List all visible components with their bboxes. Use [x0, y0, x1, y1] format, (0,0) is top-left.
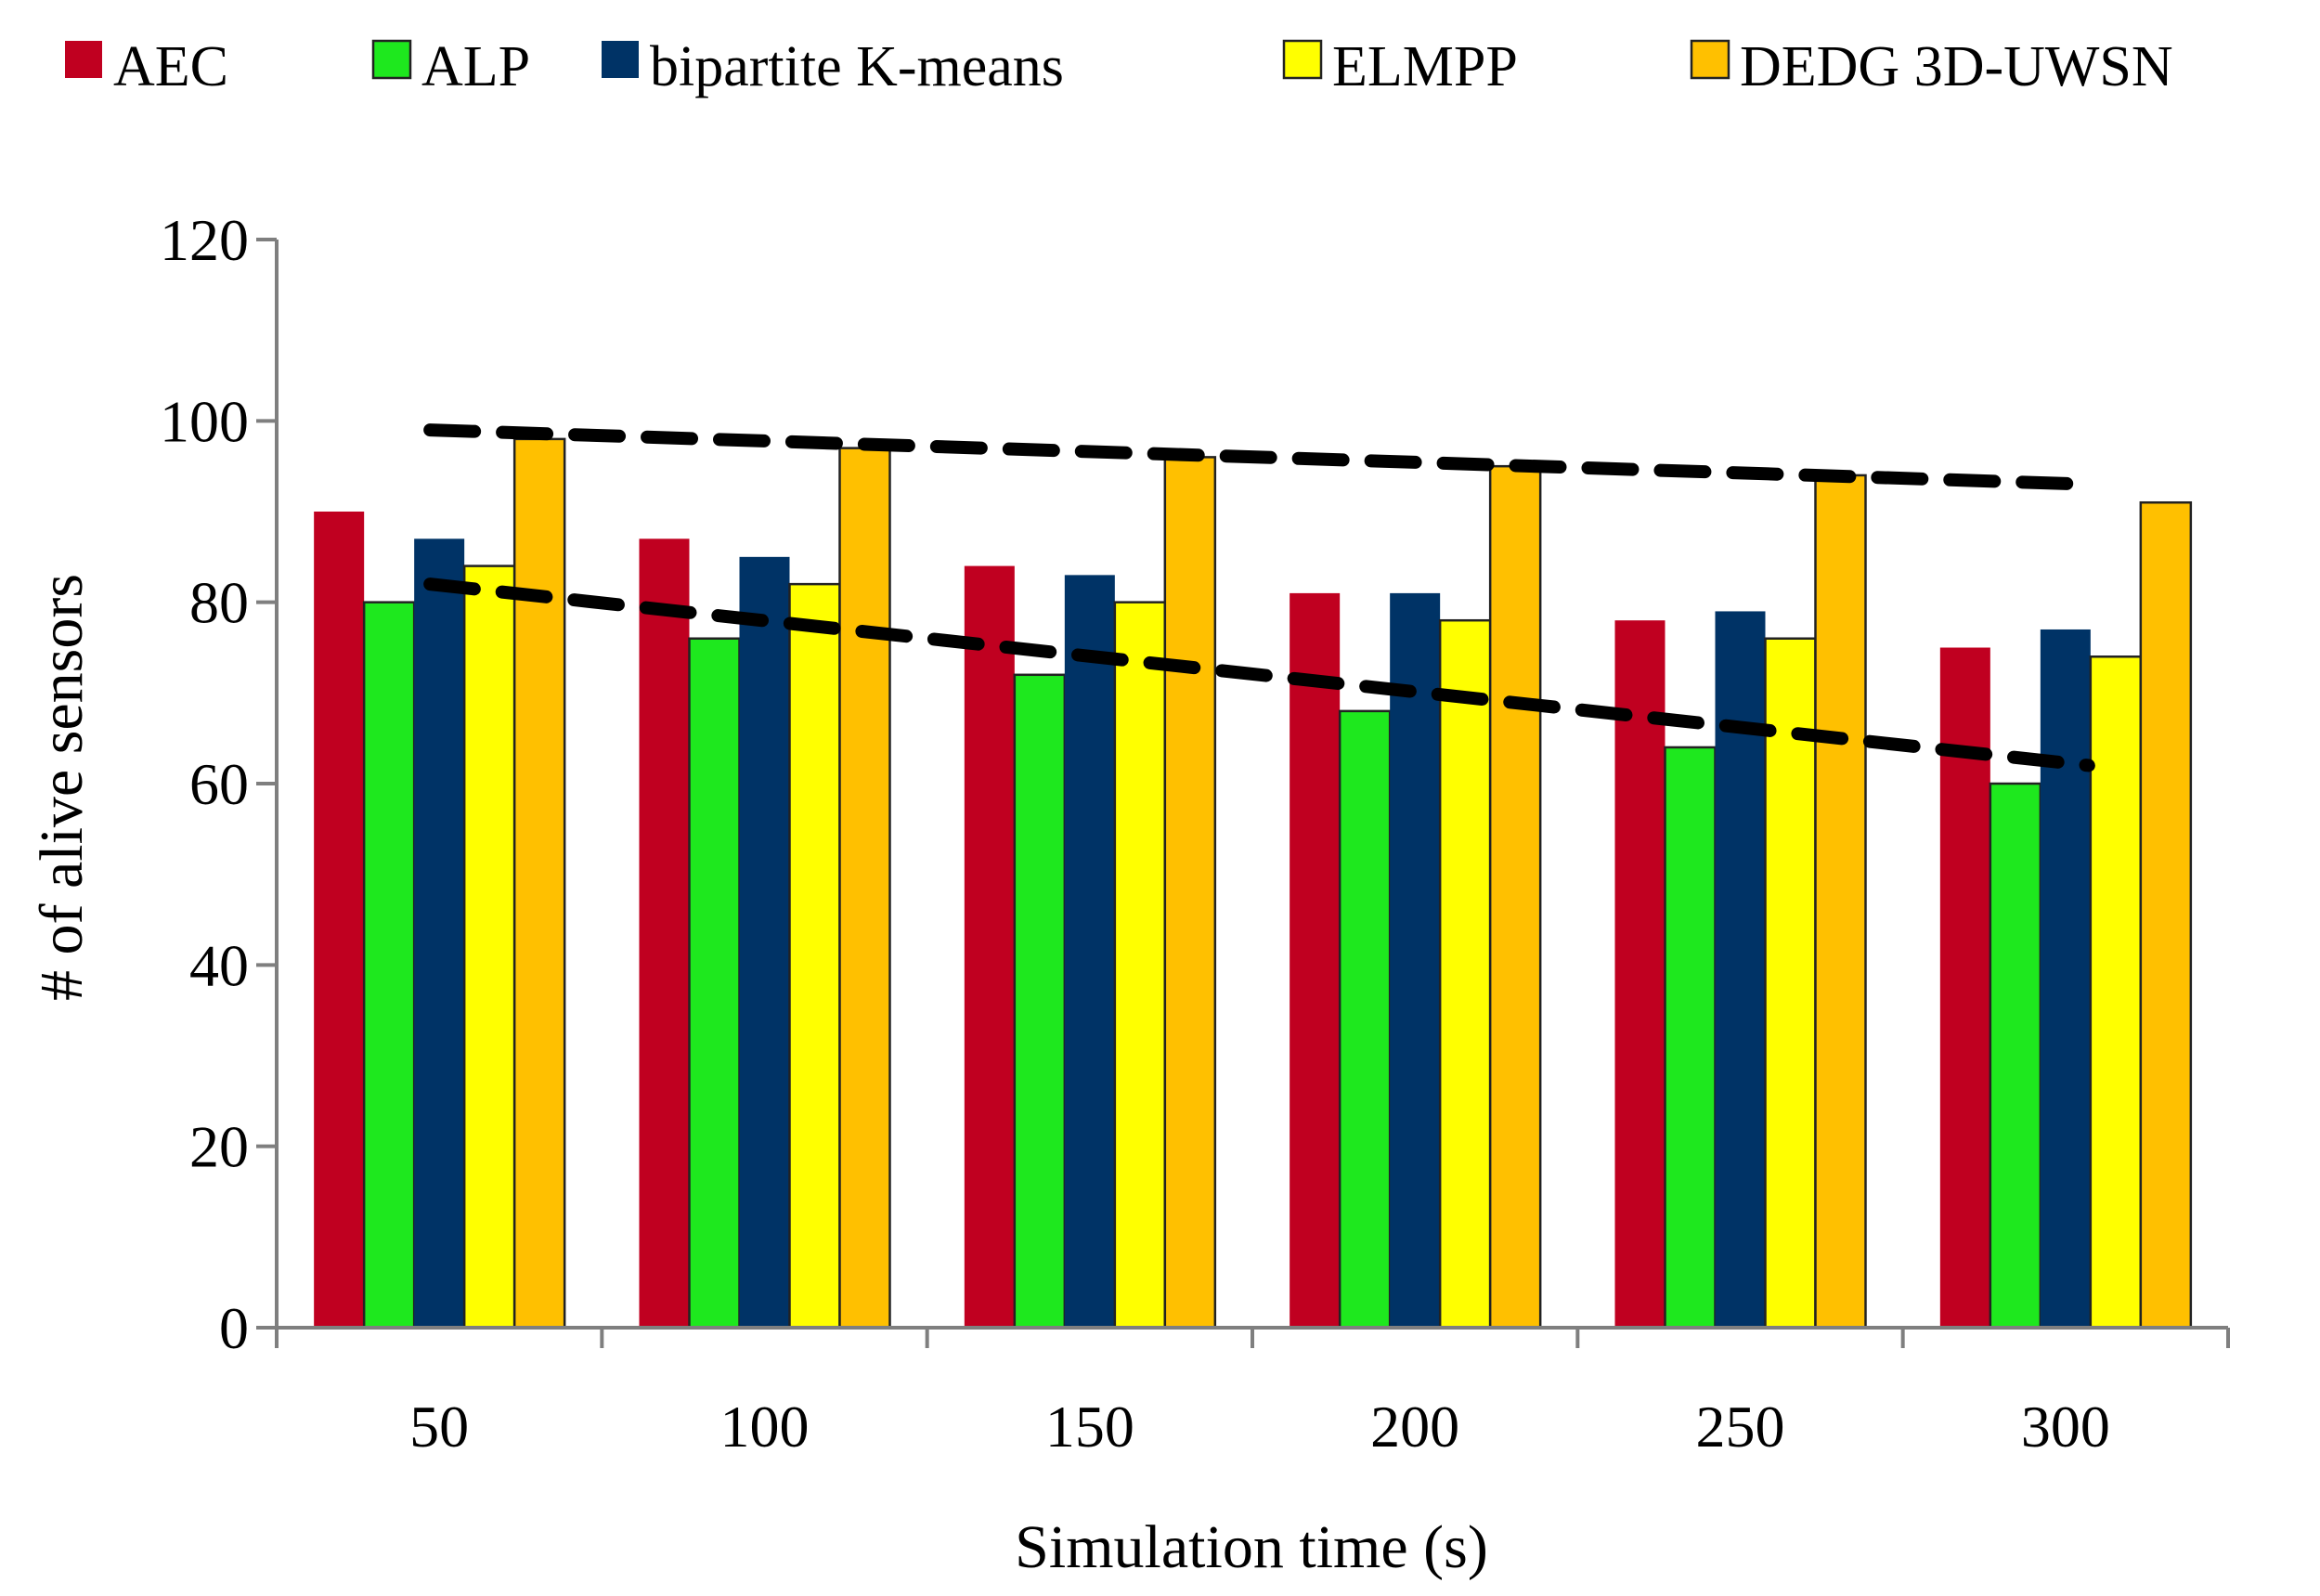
trend-lines	[423, 423, 2095, 772]
tick-labels: 0 20 40 60 80 100 120 50 100 150 200 250 300	[160, 207, 2110, 1460]
trend-line-lower	[423, 577, 2095, 772]
bars	[314, 437, 2193, 1330]
bar-dedg-3d-uwsn-200	[1488, 464, 1542, 1330]
bar-alp-250	[1664, 746, 1717, 1330]
x-tick-label-250: 250	[1696, 1394, 1785, 1460]
bar-aec-250	[1614, 620, 1665, 1328]
bar-bipartite-k-means-300	[2040, 629, 2091, 1328]
legend-label-aec: AEC	[113, 35, 228, 98]
legend-label-dedg-3d-uwsn: DEDG 3D-UWSN	[1740, 35, 2173, 98]
y-tick-label-0: 0	[219, 1295, 249, 1361]
bar-alp-150	[1013, 673, 1067, 1330]
y-tick-label-60: 60	[189, 751, 249, 817]
bar-bipartite-k-means-150	[1064, 575, 1115, 1328]
legend-swatch-elmpp	[1282, 39, 1323, 80]
x-tick-label-100: 100	[720, 1394, 810, 1460]
bar-bipartite-k-means-200	[1390, 592, 1441, 1328]
bar-bipartite-k-means-100	[739, 556, 790, 1328]
x-tick-label-50: 50	[409, 1394, 469, 1460]
x-tick-label-200: 200	[1370, 1394, 1459, 1460]
legend-swatch-bipartite-k-means	[602, 41, 639, 78]
bar-alp-200	[1338, 709, 1392, 1330]
legend-label-elmpp: ELMPP	[1332, 35, 1518, 98]
bar-aec-100	[639, 538, 690, 1328]
bar-aec-300	[1939, 647, 1990, 1328]
legend-label-bipartite-k-means: bipartite K-means	[650, 35, 1064, 98]
y-axis-title: # of alive sensors	[28, 574, 96, 1001]
x-axis-title: Simulation time (s)	[1015, 1513, 1488, 1581]
legend: AEC ALP bipartite K-means ELMPP DEDG 3D-UWSN	[65, 35, 2173, 98]
bar-alp-300	[1989, 782, 2042, 1330]
legend-label-alp: ALP	[421, 35, 530, 98]
bar-elmpp-300	[2089, 655, 2143, 1330]
bar-aec-200	[1290, 592, 1341, 1328]
bar-bipartite-k-means-50	[414, 538, 465, 1328]
bar-dedg-3d-uwsn-50	[512, 437, 566, 1330]
bar-alp-100	[688, 637, 741, 1330]
bar-dedg-3d-uwsn-300	[2139, 500, 2193, 1330]
y-tick-label-120: 120	[160, 207, 249, 273]
bar-elmpp-50	[462, 564, 516, 1330]
x-tick-label-150: 150	[1045, 1394, 1134, 1460]
trend-line-upper	[423, 423, 2095, 491]
bar-alp-50	[362, 601, 416, 1330]
legend-swatch-dedg-3d-uwsn	[1690, 39, 1730, 80]
legend-swatch-aec	[65, 41, 102, 78]
axes	[256, 238, 2230, 1348]
bar-elmpp-200	[1438, 618, 1492, 1330]
bar-elmpp-100	[788, 582, 841, 1330]
x-tick-label-300: 300	[2021, 1394, 2110, 1460]
bar-elmpp-250	[1764, 637, 1817, 1330]
legend-swatch-alp	[371, 39, 412, 80]
bar-aec-50	[314, 512, 365, 1328]
bar-aec-150	[964, 565, 1015, 1328]
bar-elmpp-150	[1113, 601, 1167, 1330]
y-tick-label-100: 100	[160, 388, 249, 454]
y-tick-label-40: 40	[189, 932, 249, 998]
bar-dedg-3d-uwsn-150	[1163, 456, 1217, 1330]
bar-bipartite-k-means-250	[1715, 611, 1766, 1328]
y-tick-label-20: 20	[189, 1114, 249, 1180]
bar-dedg-3d-uwsn-250	[1814, 474, 1867, 1330]
y-tick-label-80: 80	[189, 570, 249, 636]
bar-dedg-3d-uwsn-100	[838, 447, 891, 1330]
